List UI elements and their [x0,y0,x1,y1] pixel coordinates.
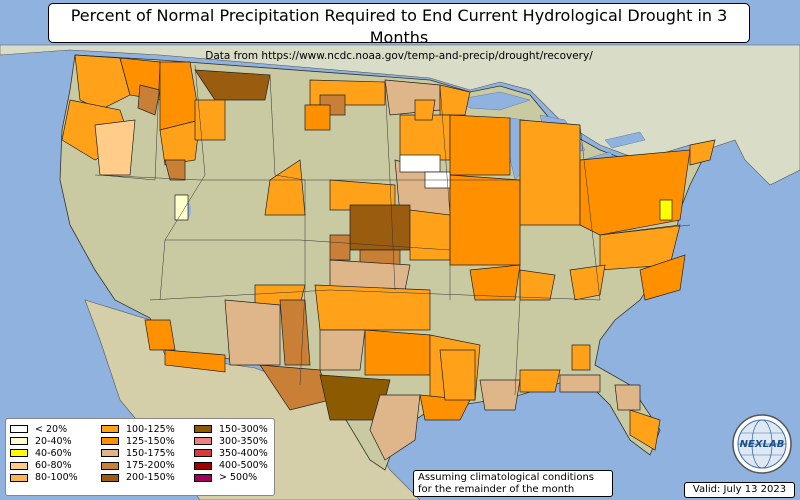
globe-icon: NEXLAB [732,414,792,474]
legend-label: 350-400% [219,447,268,459]
legend-item: 40-60% [10,447,78,459]
legend-swatch [194,449,212,458]
valid-date: Valid: July 13 2023 [684,482,795,498]
legend-item: 350-400% [194,447,268,459]
legend-item: 400-500% [194,460,268,472]
legend-label: 175-200% [126,460,175,472]
legend-item: 150-175% [101,447,175,459]
legend-swatch [10,461,28,470]
legend-label: 100-125% [126,423,175,435]
legend-label: 125-150% [126,435,175,447]
map-subtitle: Data from https://www.ncdc.noaa.gov/temp… [205,50,593,62]
legend-label: 80-100% [35,472,78,484]
legend: < 20% 20-40% 40-60% 60-80% 80-100% 100-1… [5,418,275,496]
legend-item: 200-150% [101,472,175,484]
legend-swatch [194,461,212,470]
drought-regions [61,54,716,461]
map-title: Percent of Normal Precipitation Required… [70,6,728,47]
legend-column-1: < 20% 20-40% 40-60% 60-80% 80-100% [10,423,78,484]
legend-swatch [10,425,28,434]
legend-swatch [10,437,28,446]
legend-item: 80-100% [10,472,78,484]
legend-swatch [194,437,212,446]
state-borders [94,59,691,396]
assumption-note-line-2: for the remainder of the month [418,484,575,495]
legend-swatch [10,449,28,458]
assumption-note: Assuming climatological conditions for t… [413,470,613,497]
legend-label: 150-300% [219,423,268,435]
legend-label: 20-40% [35,435,72,447]
legend-item: 175-200% [101,460,175,472]
legend-swatch [101,425,119,434]
legend-item: 100-125% [101,423,175,435]
title-box: Percent of Normal Precipitation Required… [48,3,750,62]
canada-landmass [0,44,800,186]
legend-swatch [101,473,119,482]
legend-item: 150-300% [194,423,268,435]
legend-label: 300-350% [219,435,268,447]
logo-text: NEXLAB [740,439,785,450]
legend-item: > 500% [194,472,268,484]
legend-swatch [101,461,119,470]
legend-column-3: 150-300% 300-350% 350-400% 400-500% > 50… [194,423,268,484]
legend-swatch [194,473,212,482]
legend-label: > 500% [219,472,258,484]
legend-swatch [10,473,28,482]
legend-item: 60-80% [10,460,78,472]
legend-swatch [194,425,212,434]
legend-item: 20-40% [10,435,78,447]
legend-item: < 20% [10,423,78,435]
legend-label: < 20% [35,423,68,435]
legend-item: 300-350% [194,435,268,447]
legend-swatch [101,449,119,458]
legend-column-2: 100-125% 125-150% 150-175% 175-200% 200-… [101,423,175,484]
legend-label: 60-80% [35,460,72,472]
assumption-note-line-1: Assuming climatological conditions [418,472,594,483]
legend-label: 40-60% [35,447,72,459]
legend-label: 400-500% [219,460,268,472]
legend-label: 200-150% [126,472,175,484]
legend-label: 150-175% [126,447,175,459]
legend-item: 125-150% [101,435,175,447]
legend-swatch [101,437,119,446]
